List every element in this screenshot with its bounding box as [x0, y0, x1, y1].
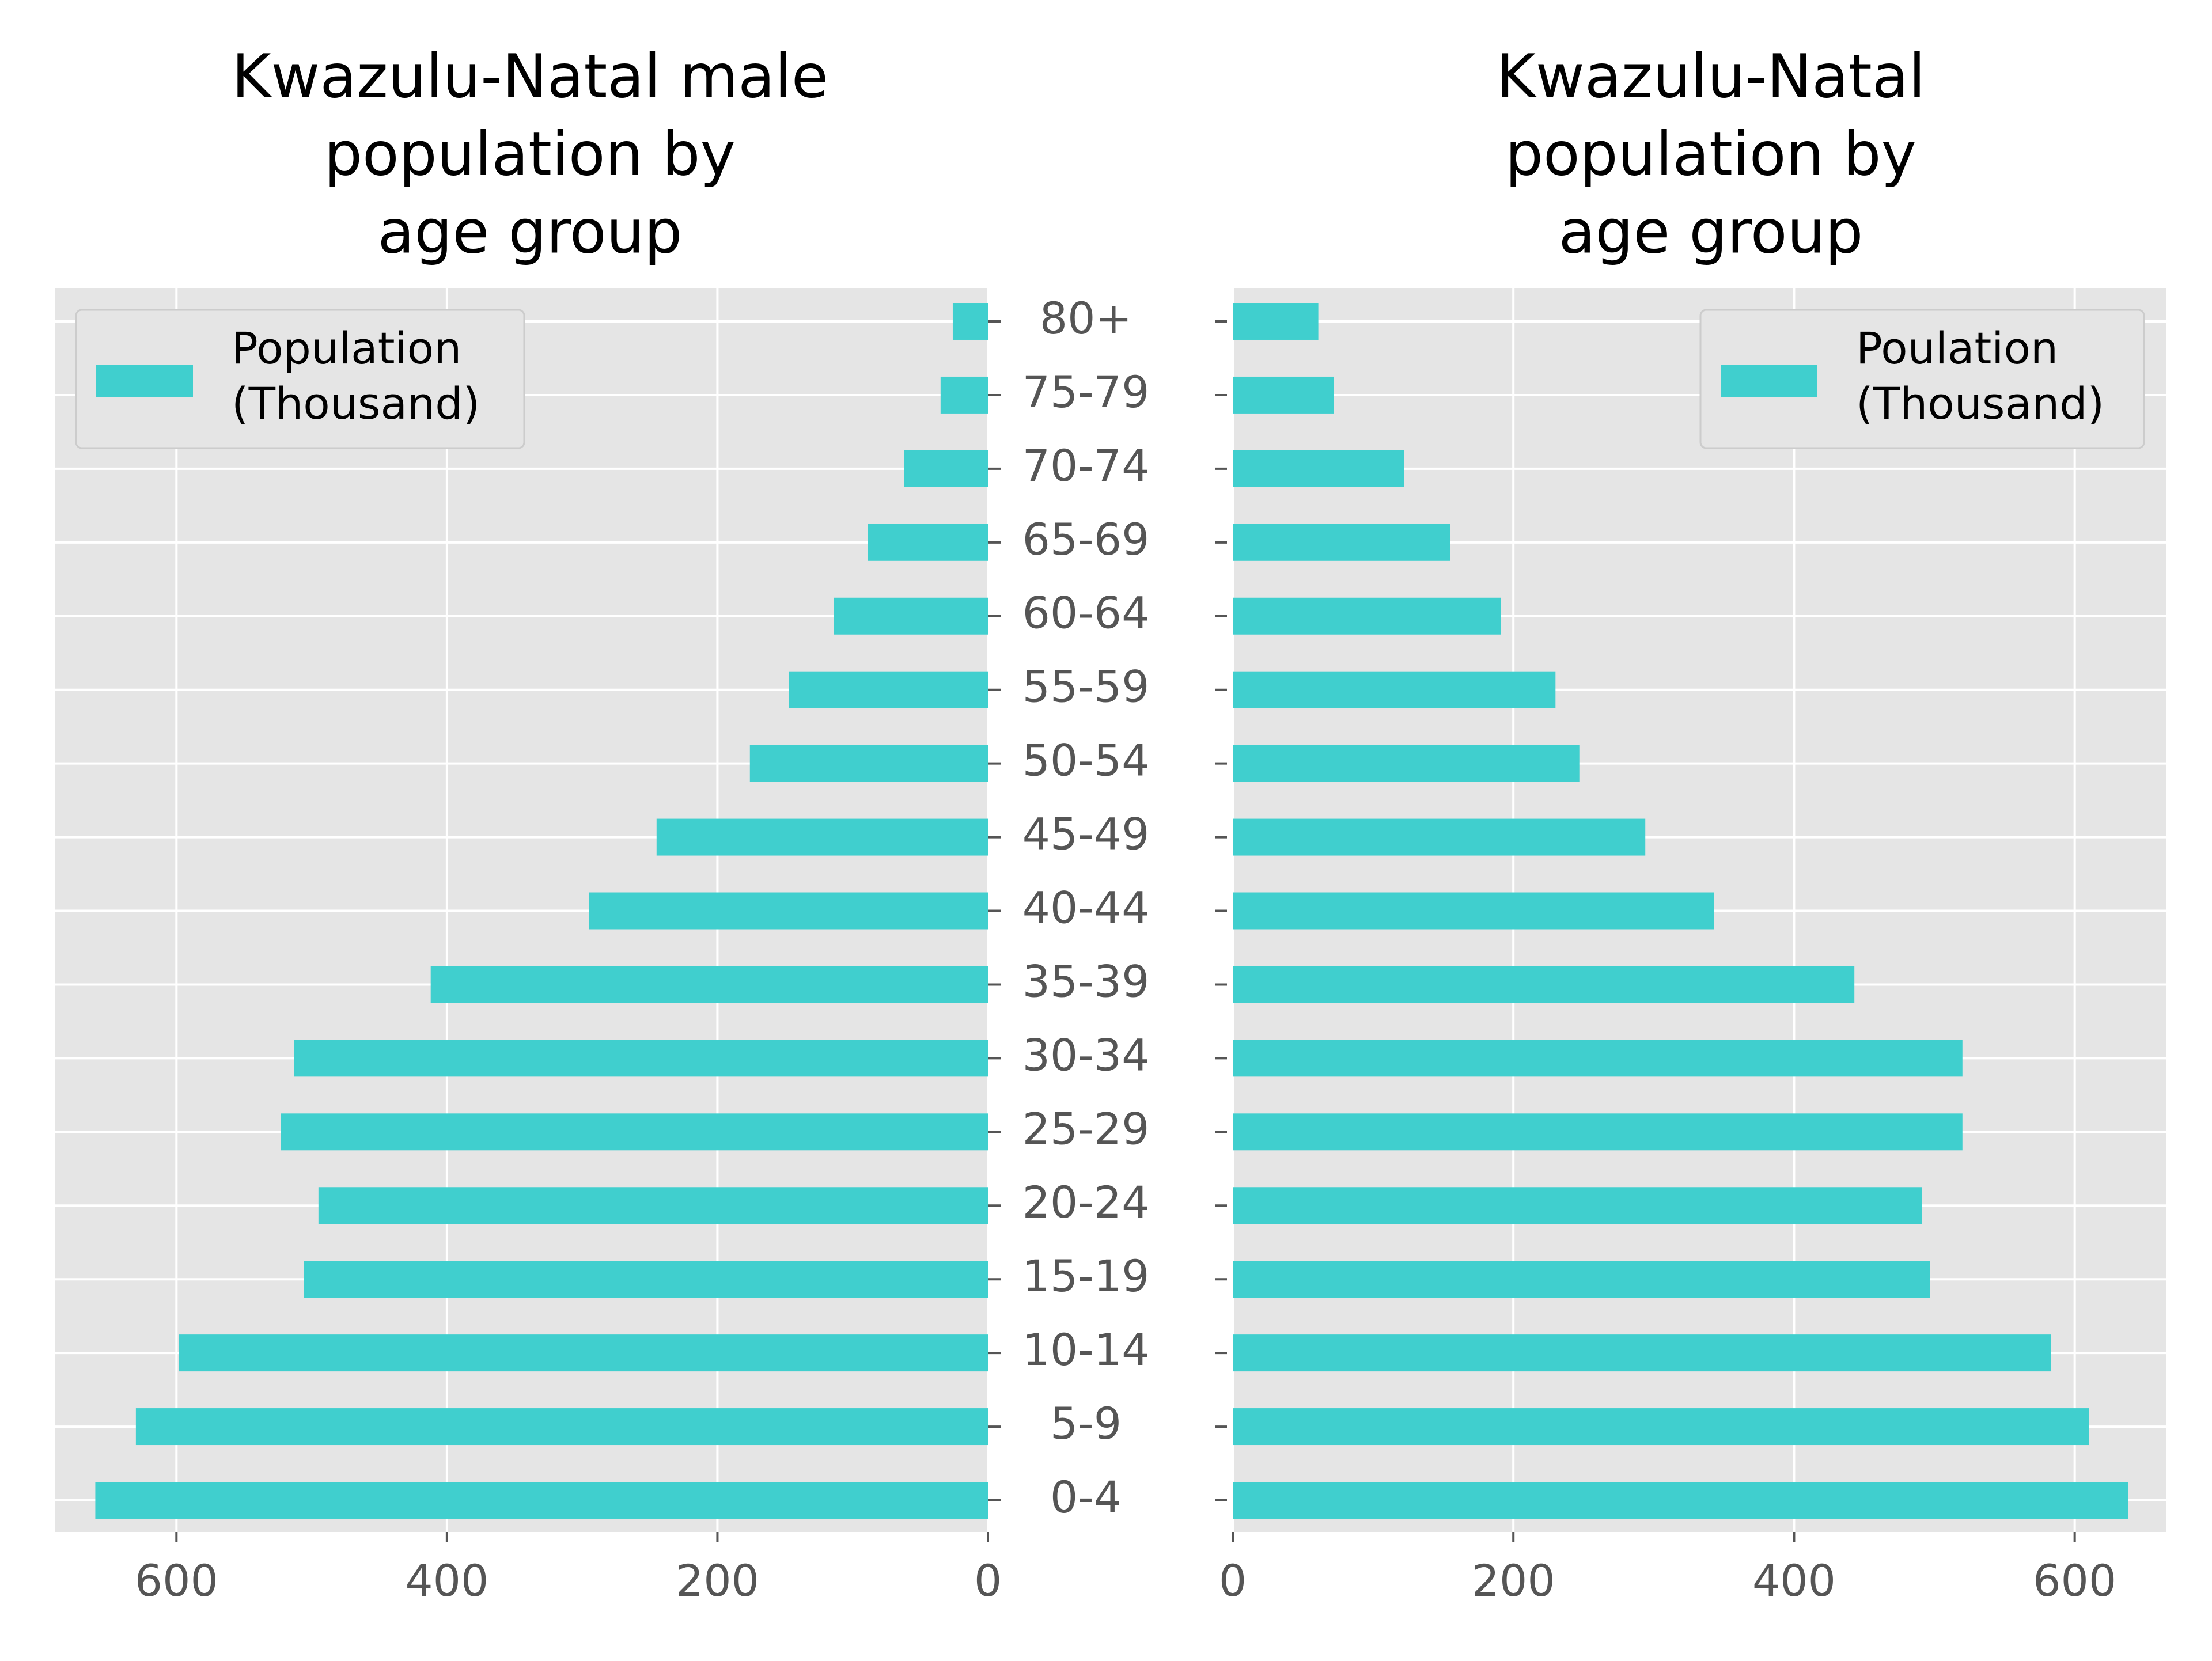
panel-2-bar-30-34	[1233, 1040, 1963, 1077]
panel-1-bar-30-34	[294, 1040, 988, 1077]
panel-2-bar-15-19	[1233, 1261, 1930, 1298]
category-label-80+: 80+	[1040, 293, 1132, 344]
category-label-0-4: 0-4	[1050, 1472, 1122, 1523]
panel-1-xtick-label-400: 400	[405, 1555, 488, 1606]
panel-2-xtick-label-200: 200	[1472, 1555, 1555, 1606]
panel-2-bar-60-64	[1233, 597, 1501, 635]
panel-1-title-line-2: population by	[324, 119, 736, 189]
panel-1-xtick-label-600: 600	[135, 1555, 218, 1606]
panel-1-bar-5-9	[135, 1408, 988, 1446]
panel-2-bar-55-59	[1233, 671, 1556, 708]
panel-1-bar-60-64	[834, 597, 988, 635]
category-label-55-59: 55-59	[1022, 661, 1150, 712]
category-label-20-24: 20-24	[1022, 1177, 1150, 1228]
category-label-40-44: 40-44	[1022, 882, 1150, 933]
panel-2-legend-box	[1699, 309, 2145, 449]
panel-2-bar-25-29	[1233, 1113, 1963, 1151]
panel-2-xtick-label-0: 0	[1219, 1555, 1247, 1606]
panel-1-bar-65-69	[868, 524, 988, 561]
panel-2-bar-0-4	[1233, 1482, 2128, 1519]
category-label-50-54: 50-54	[1022, 735, 1150, 786]
panel-2-xtick-label-600: 600	[2033, 1555, 2116, 1606]
panel-2-legend-swatch	[1721, 365, 1817, 397]
category-label-65-69: 65-69	[1022, 514, 1150, 565]
category-label-25-29: 25-29	[1022, 1103, 1150, 1154]
panel-2-bar-65-69	[1233, 524, 1450, 561]
panel-2-legend-label-line-1: Poulation	[1856, 323, 2058, 374]
panel-1-bar-70-74	[904, 450, 988, 487]
panel-1-bar-45-49	[656, 818, 988, 856]
category-label-5-9: 5-9	[1050, 1398, 1122, 1449]
panel-2-legend-label-line-2: (Thousand)	[1856, 378, 2104, 429]
panel-2-bar-80+	[1233, 303, 1319, 340]
panel-1-bar-0-4	[95, 1482, 988, 1519]
panel-1-bar-40-44	[589, 892, 988, 930]
category-label-10-14: 10-14	[1022, 1324, 1150, 1375]
panel-2-title-line-2: population by	[1505, 119, 1916, 189]
panel-2-bar-5-9	[1233, 1408, 2089, 1446]
panel-1-bar-20-24	[318, 1187, 988, 1224]
panel-2-xtick-label-400: 400	[1752, 1555, 1836, 1606]
panel-1-xtick-label-200: 200	[676, 1555, 759, 1606]
panel-2-bar-70-74	[1233, 450, 1404, 487]
panel-1-bar-25-29	[281, 1113, 988, 1151]
category-label-70-74: 70-74	[1022, 440, 1150, 491]
panel-1-xtick-label-0: 0	[974, 1555, 1002, 1606]
panel-2-bar-75-79	[1233, 376, 1334, 414]
category-label-35-39: 35-39	[1022, 955, 1150, 1007]
panel-2-bar-35-39	[1233, 966, 1855, 1003]
panel-2-title-line-1: Kwazulu-Natal	[1497, 41, 1926, 111]
panel-2-bar-40-44	[1233, 892, 1714, 930]
panel-1-legend-box	[75, 309, 525, 449]
category-label-30-34: 30-34	[1022, 1029, 1150, 1080]
category-label-45-49: 45-49	[1022, 809, 1150, 860]
panel-1-title-line-3: age group	[378, 196, 683, 267]
panel-2-bar-10-14	[1233, 1334, 2051, 1372]
category-label-15-19: 15-19	[1022, 1250, 1150, 1302]
panel-1-bar-80+	[952, 303, 988, 340]
panel-1-legend-label-line-2: (Thousand)	[232, 378, 480, 429]
panel-2-bar-20-24	[1233, 1187, 1922, 1224]
panel-1-bar-15-19	[304, 1261, 988, 1298]
panel-2-bar-50-54	[1233, 745, 1580, 782]
panel-1-title-line-1: Kwazulu-Natal male	[232, 41, 828, 111]
panel-1-bar-50-54	[749, 745, 988, 782]
panel-1-legend-label-line-1: Population	[232, 323, 461, 374]
panel-1-bar-55-59	[789, 671, 988, 708]
panel-1-bar-10-14	[179, 1334, 988, 1372]
panel-1-bar-35-39	[430, 966, 988, 1003]
panel-1-bar-75-79	[940, 376, 988, 414]
category-label-60-64: 60-64	[1022, 587, 1150, 639]
panel-2-bar-45-49	[1233, 818, 1646, 856]
category-label-75-79: 75-79	[1022, 366, 1150, 418]
panel-1-legend-swatch	[96, 365, 193, 397]
panel-2-title-line-3: age group	[1559, 196, 1863, 267]
